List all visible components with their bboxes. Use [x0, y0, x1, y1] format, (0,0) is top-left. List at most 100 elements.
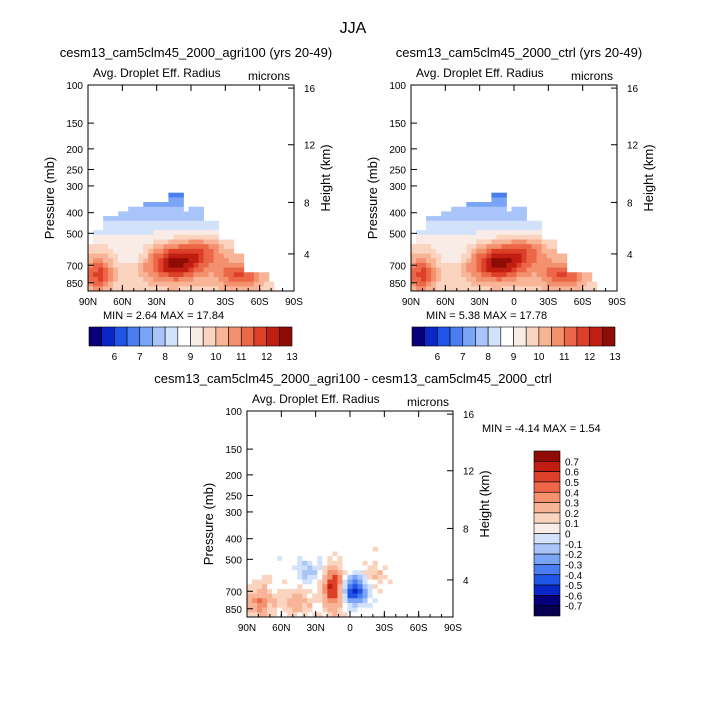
field-cell [183, 230, 189, 236]
field-cell [441, 239, 447, 245]
field-cell [526, 272, 532, 278]
field-cell [262, 598, 268, 604]
field-cell [163, 286, 169, 292]
field-cell [342, 588, 348, 594]
field-cell [426, 267, 432, 273]
field-cell [372, 593, 379, 599]
field-cell [332, 546, 338, 552]
field-cell [332, 532, 338, 538]
colorbar-swatch [437, 326, 451, 347]
field-cell [203, 281, 209, 287]
colorbar-swatch [589, 326, 603, 347]
field-cell [327, 556, 333, 562]
field-cell [556, 281, 563, 287]
field-cell [352, 556, 358, 562]
field-cell [263, 286, 270, 292]
field-cell [267, 584, 273, 590]
field-cell [158, 272, 164, 278]
field-cell [138, 262, 144, 268]
field-cell [526, 286, 532, 292]
field-cell [576, 276, 583, 283]
field-cell [118, 248, 124, 254]
field-cell [382, 602, 389, 609]
field-cell [168, 248, 174, 254]
y-tick-label: 200 [66, 145, 83, 156]
field-cell [272, 579, 278, 585]
field-cell [416, 244, 422, 250]
field-cell [327, 518, 333, 524]
field-cell [317, 612, 323, 618]
field-cell [387, 607, 394, 613]
field-cell [571, 272, 578, 278]
field-cell [228, 253, 235, 259]
field-cell [367, 612, 374, 618]
field-cell [516, 253, 522, 259]
field-cell [193, 211, 199, 217]
field-cell [173, 234, 179, 240]
field-cell [526, 220, 532, 226]
field-cell [426, 253, 432, 259]
field-cell [302, 584, 308, 590]
min-value: 2.64 [136, 310, 160, 322]
field-cell [327, 542, 333, 548]
field-cell [496, 272, 502, 278]
field-cell [138, 239, 144, 245]
field-cell [297, 570, 303, 576]
field-cell [88, 244, 94, 250]
field-cell [133, 211, 139, 217]
field-cell [103, 244, 109, 250]
field-cell [158, 267, 164, 273]
field-cell [352, 565, 358, 571]
field-cell [476, 286, 482, 292]
field-cell [292, 532, 298, 538]
field-cell [287, 598, 293, 604]
field-cell [133, 281, 139, 287]
y-tick-label: 500 [66, 229, 83, 240]
field-cell [113, 234, 119, 240]
field-cell [228, 239, 235, 245]
field-cell [287, 588, 293, 594]
field-cell [342, 560, 348, 566]
field-cell [128, 281, 134, 287]
field-cell [113, 244, 119, 250]
field-cell [238, 267, 245, 273]
field-cell [421, 258, 427, 264]
field-cell [581, 276, 588, 283]
field-cell [307, 546, 313, 552]
y-tick-label: 300 [389, 182, 406, 193]
field-cell [252, 607, 258, 613]
field-cell [382, 593, 389, 599]
field-cell [456, 258, 462, 264]
field-cell [198, 244, 204, 250]
field-cell [352, 551, 358, 557]
field-cell [511, 239, 517, 245]
field-cell [561, 267, 568, 273]
field-cell [163, 258, 169, 264]
field-cell [416, 239, 422, 245]
field-cell [123, 286, 129, 292]
field-cell [123, 272, 129, 278]
field-cell [188, 258, 194, 264]
colorbar-swatch [228, 326, 242, 347]
field-cell [297, 584, 303, 590]
colorbar-swatch [101, 326, 115, 347]
field-cell [347, 602, 353, 609]
field-cell [247, 607, 253, 613]
field-cell [198, 281, 204, 287]
field-cell [436, 258, 442, 264]
field-cell [342, 612, 348, 618]
field-cell [253, 281, 260, 287]
field-cell [411, 244, 417, 250]
field-cell [357, 565, 363, 571]
field-cell [208, 258, 215, 264]
field-cell [317, 537, 323, 543]
field-cell [566, 272, 573, 278]
field-cell [118, 234, 124, 240]
field-cell [476, 281, 482, 287]
field-cell [257, 556, 263, 562]
field-cell [332, 612, 338, 618]
field-cell [173, 230, 179, 236]
colorbar-label: 0.2 [565, 509, 579, 520]
field-cell [531, 272, 538, 278]
colorbar-label: 0.6 [565, 468, 579, 479]
